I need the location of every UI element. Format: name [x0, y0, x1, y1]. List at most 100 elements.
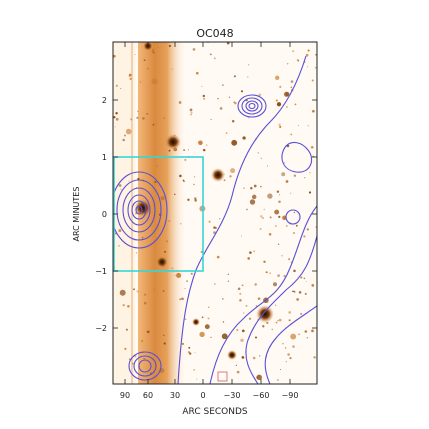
star	[219, 107, 223, 110]
star	[168, 219, 171, 223]
star	[204, 324, 210, 330]
bright-source	[192, 318, 200, 326]
star	[237, 287, 241, 291]
star	[160, 196, 165, 201]
star	[120, 87, 122, 90]
star	[307, 49, 310, 52]
star	[221, 298, 224, 300]
star	[300, 313, 302, 315]
star	[306, 228, 309, 231]
star	[135, 252, 137, 254]
star	[286, 62, 289, 65]
star	[184, 318, 187, 321]
star	[240, 338, 244, 343]
star	[278, 318, 282, 322]
star	[189, 352, 192, 355]
star	[248, 317, 252, 320]
y-tick-label: −2	[95, 324, 107, 333]
star	[300, 276, 303, 279]
star	[275, 75, 280, 81]
star	[125, 328, 128, 331]
star	[253, 184, 257, 188]
star	[134, 54, 136, 55]
star	[231, 139, 238, 146]
star	[146, 67, 149, 70]
star	[124, 347, 127, 350]
star	[133, 288, 135, 291]
star	[181, 342, 185, 346]
star	[174, 193, 176, 196]
star	[136, 116, 139, 119]
star	[227, 280, 230, 282]
star	[152, 123, 155, 126]
x-tick-label: 0	[200, 391, 205, 400]
star	[195, 71, 199, 75]
star	[241, 284, 244, 287]
star	[258, 93, 262, 97]
star	[287, 353, 290, 356]
star	[196, 378, 198, 380]
star	[115, 84, 118, 87]
star	[151, 78, 158, 85]
star	[136, 290, 139, 293]
star	[129, 77, 132, 81]
star	[277, 274, 280, 277]
y-tick-label: 0	[102, 210, 107, 219]
bright-source	[134, 199, 152, 217]
star	[309, 172, 311, 174]
x-axis-title: ARC SECONDS	[182, 407, 248, 417]
star	[113, 116, 116, 119]
star	[247, 76, 249, 78]
star	[268, 233, 272, 236]
star	[163, 342, 166, 345]
star	[279, 125, 282, 128]
star	[120, 188, 122, 190]
star	[285, 105, 288, 108]
x-tick-label: 60	[143, 391, 153, 400]
star	[242, 136, 246, 140]
star	[278, 123, 281, 126]
star	[288, 319, 291, 322]
star	[114, 126, 116, 128]
star	[118, 245, 120, 247]
star	[259, 228, 262, 230]
star	[226, 42, 230, 45]
star	[115, 112, 118, 115]
star	[223, 179, 226, 182]
star	[249, 199, 256, 205]
contour-line	[248, 102, 256, 110]
star	[290, 333, 297, 340]
star	[171, 68, 174, 70]
star	[292, 50, 295, 53]
star	[279, 369, 281, 371]
bright-source	[165, 134, 181, 150]
star	[165, 240, 169, 243]
star	[194, 199, 197, 202]
x-tick-label: 30	[170, 391, 180, 400]
star	[277, 319, 279, 322]
star	[174, 274, 176, 276]
star	[266, 165, 269, 167]
x-tick-label: −60	[253, 391, 270, 400]
star	[140, 81, 142, 83]
star	[213, 231, 216, 234]
contour-line	[177, 55, 307, 384]
star	[263, 260, 266, 264]
star	[225, 132, 228, 134]
x-tick-label: −30	[224, 391, 241, 400]
star	[208, 220, 211, 223]
star	[275, 99, 278, 102]
star	[127, 304, 130, 308]
star	[209, 53, 212, 56]
star	[271, 328, 274, 331]
star	[156, 164, 159, 168]
star	[222, 84, 224, 86]
star	[245, 305, 248, 307]
star	[255, 336, 257, 339]
star	[143, 357, 145, 360]
star	[187, 198, 190, 201]
star	[303, 235, 306, 238]
star	[261, 216, 265, 220]
star	[296, 59, 299, 61]
star	[219, 218, 221, 220]
